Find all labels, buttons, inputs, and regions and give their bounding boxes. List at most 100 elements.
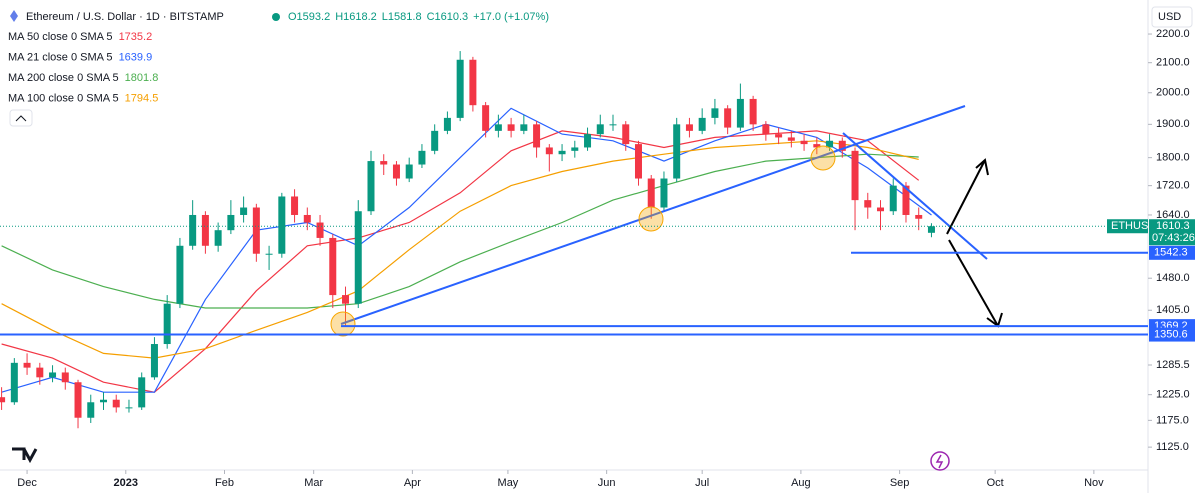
y-tick-label: 1480.0	[1156, 272, 1190, 284]
x-tick-label: Jun	[598, 477, 616, 489]
legend-name: MA 100 close 0 SMA 5	[8, 92, 119, 104]
candle-body	[163, 303, 171, 345]
y-tick-label: 1125.0	[1156, 441, 1189, 453]
candle-body	[227, 214, 235, 231]
candle-body	[316, 222, 324, 238]
candle-body	[367, 161, 375, 212]
x-tick-label: 2023	[114, 477, 138, 489]
candle-body	[431, 130, 439, 151]
candle-body	[800, 140, 808, 145]
legend: MA 50 close 0 SMA 5 1735.2 MA 21 close 0 S…	[8, 31, 158, 105]
trendline	[842, 132, 988, 260]
y-tick-label: 1175.0	[1156, 414, 1189, 426]
trendline	[340, 105, 966, 325]
candle-body	[673, 124, 681, 179]
candle-body	[23, 362, 31, 368]
candle-body	[634, 144, 642, 179]
candle-body	[762, 124, 770, 135]
candle-body	[189, 214, 197, 246]
candle-body	[584, 134, 592, 148]
collapse-button[interactable]	[9, 109, 33, 127]
symbol-tag-bg	[1107, 219, 1148, 234]
currency-button[interactable]	[1151, 6, 1193, 28]
candle-body	[864, 200, 872, 208]
candle-body	[342, 295, 350, 304]
candle-body	[545, 147, 553, 155]
price-tag: 1610.3	[1156, 220, 1190, 232]
candle-body	[889, 185, 897, 212]
legend-name: MA 21 close 0 SMA 5	[8, 51, 113, 63]
candle-body	[787, 137, 795, 141]
ohlc-value: L1581.8	[382, 11, 422, 23]
lightning-icon[interactable]	[930, 451, 950, 471]
x-tick-label: Dec	[17, 477, 37, 489]
candle-body	[49, 372, 57, 378]
candle-body	[125, 407, 133, 409]
x-tick-label: Oct	[987, 477, 1004, 489]
legend-value: 1639.9	[119, 51, 153, 63]
candle-body	[74, 382, 82, 418]
candle-body	[214, 230, 222, 246]
candle-body	[507, 124, 515, 131]
x-tick-label: Feb	[215, 477, 234, 489]
candle-body	[252, 207, 260, 254]
candle-body	[685, 124, 693, 131]
candle-body	[469, 59, 477, 106]
candle-body	[112, 399, 120, 408]
candle-body	[647, 178, 655, 208]
candle-body	[291, 196, 299, 215]
y-tick-label: 2200.0	[1156, 28, 1190, 40]
y-tick-label: 2100.0	[1156, 57, 1190, 69]
candle-body	[36, 367, 44, 378]
candle-body	[10, 362, 18, 403]
highlight-circle	[330, 311, 356, 337]
candle-body	[520, 124, 528, 131]
x-tick-label: Jul	[695, 477, 709, 489]
candle-body	[150, 344, 158, 378]
candle-body	[622, 124, 630, 145]
candle-body	[61, 372, 69, 383]
candle-body	[87, 402, 95, 418]
x-tick-label: Nov	[1084, 477, 1104, 489]
candle-body	[278, 196, 286, 254]
y-tick-label: 1800.0	[1156, 152, 1190, 164]
candle-body	[838, 140, 846, 151]
level-label: 1542.3	[1154, 247, 1188, 259]
legend-value: 1794.5	[125, 92, 159, 104]
y-tick-label: 1285.5	[1156, 359, 1190, 371]
candle-body	[443, 117, 451, 131]
candle-body	[558, 150, 566, 155]
y-tick-label: 1405.0	[1156, 304, 1190, 316]
y-tick-label: 2000.0	[1156, 87, 1190, 99]
candle-body	[698, 117, 706, 131]
ohlc-value: C1610.3	[427, 11, 469, 23]
collapse-icon	[15, 115, 27, 122]
candle-body	[482, 105, 490, 131]
candle-body	[902, 185, 910, 215]
candle-body	[596, 124, 604, 135]
candle-body	[380, 161, 388, 165]
y-tick-label: 1640.0	[1156, 209, 1190, 221]
ma-line	[1, 153, 919, 309]
candle-body	[571, 147, 579, 151]
level-label-bg	[1149, 245, 1195, 260]
candle-body	[749, 98, 757, 125]
candle-body	[176, 245, 184, 304]
candle-body	[138, 377, 146, 408]
candle-body	[609, 124, 617, 126]
market-status	[272, 13, 280, 21]
candle-body	[736, 98, 744, 128]
plot	[0, 51, 935, 429]
tv-logo	[12, 447, 38, 464]
highlight-circle	[810, 145, 836, 171]
x-tick-label: Sep	[890, 477, 910, 489]
highlight-circle	[638, 206, 664, 232]
y-tick-label: 1225.0	[1156, 389, 1190, 401]
ohlc-value: O1593.2	[288, 11, 330, 23]
candle-body	[775, 134, 783, 138]
countdown: 07:43:26	[1152, 232, 1195, 244]
legend-value: 1735.2	[119, 31, 153, 43]
legend-value: 1801.8	[125, 72, 159, 84]
